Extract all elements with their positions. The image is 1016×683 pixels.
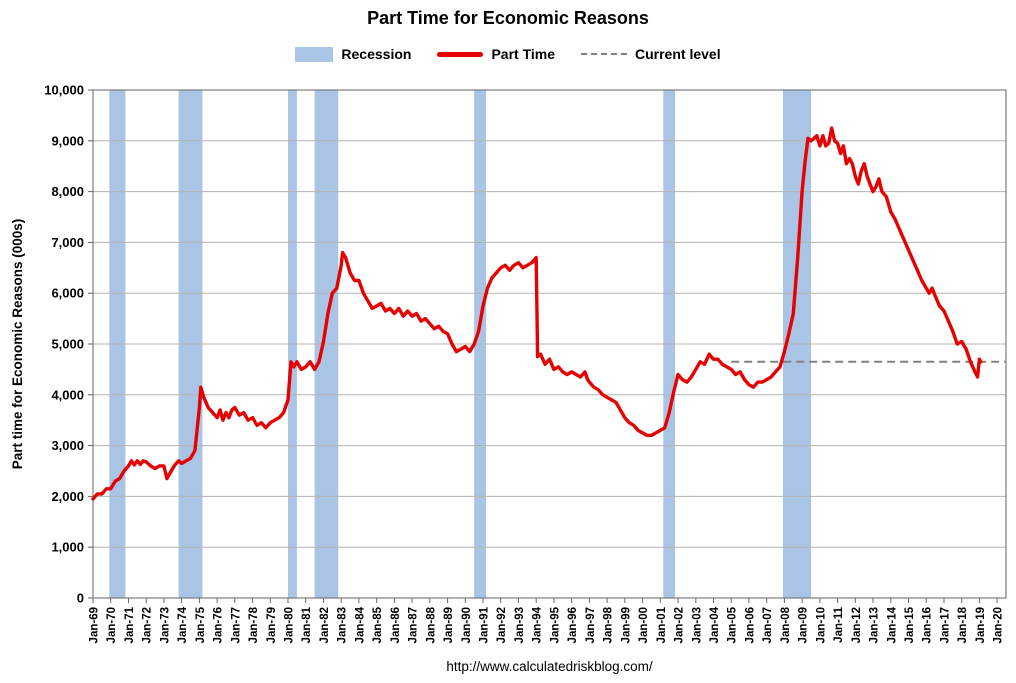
x-tick-label: Jan-73 [159,607,171,643]
legend-item-part-time: Part Time [437,46,555,62]
x-tick-label: Jan-02 [674,607,686,643]
x-tick-label: Jan-71 [124,606,136,643]
current-level-dash-icon [581,53,627,55]
x-tick-label: Jan-88 [425,606,437,643]
y-tick-label: 1,000 [51,540,84,555]
x-tick-label: Jan-06 [744,607,756,643]
recession-swatch-icon [295,46,334,62]
x-tick-label: Jan-97 [585,607,597,643]
x-tick-label: Jan-89 [443,607,455,643]
x-tick-label: Jan-94 [532,606,544,643]
y-tick-label: 9,000 [51,133,84,148]
x-tick-label: Jan-72 [142,607,154,643]
x-tick-label: Jan-98 [603,606,615,643]
legend-recession-label: Recession [341,46,412,62]
x-tick-label: Jan-08 [780,606,792,643]
x-tick-label: Jan-00 [638,607,650,643]
y-tick-label: 2,000 [51,489,84,504]
x-tick-label: Jan-87 [408,607,420,643]
x-tick-label: Jan-85 [372,606,384,643]
x-tick-label: Jan-74 [177,606,189,643]
x-tick-label: Jan-76 [213,607,225,643]
x-tick-label: Jan-05 [727,606,739,643]
x-tick-label: Jan-13 [869,607,881,643]
x-tick-label: Jan-03 [691,607,703,643]
y-tick-label: 10,000 [44,83,84,98]
x-tick-label: Jan-09 [798,607,810,643]
y-tick-label: 3,000 [51,438,84,453]
x-tick-label: Jan-16 [922,607,934,643]
x-tick-label: Jan-91 [479,606,491,643]
x-tick-label: Jan-92 [496,607,508,643]
part-time-line [91,126,983,501]
legend-item-current-level: Current level [581,46,721,62]
chart-legend: Recession Part Time Current level [0,46,1016,62]
source-url: http://www.calculatedriskblog.com/ [446,659,653,674]
y-tick-label: 0 [77,591,84,606]
y-tick-label: 4,000 [51,387,84,402]
x-tick-label: Jan-12 [851,607,863,643]
x-tick-label: Jan-82 [319,607,331,643]
x-tick-label: Jan-81 [301,606,313,643]
x-tick-label: Jan-93 [514,607,526,643]
x-tick-label: Jan-99 [620,607,632,643]
x-tick-label: Jan-17 [940,607,952,643]
x-tick-label: Jan-84 [354,606,366,643]
x-tick-label: Jan-80 [284,607,296,643]
x-tick-label: Jan-20 [993,607,1005,643]
x-tick-label: Jan-90 [461,607,473,643]
y-tick-label: 5,000 [51,337,84,352]
x-tick-label: Jan-75 [195,606,207,643]
legend-item-recession: Recession [295,46,411,62]
y-tick-label: 6,000 [51,286,84,301]
x-tick-label: Jan-10 [815,607,827,643]
x-tick-label: Jan-70 [106,607,118,643]
x-tick-label: Jan-83 [337,607,349,643]
y-axis-title: Part time for Economic Reasons (000s) [10,219,25,470]
part-time-line-icon [437,51,484,57]
y-tick-label: 8,000 [51,184,84,199]
x-tick-label: Jan-86 [390,607,402,643]
x-tick-label: Jan-78 [248,606,260,643]
legend-current-level-label: Current level [635,46,721,62]
y-tick-label: 7,000 [51,235,84,250]
x-tick-label: Jan-77 [230,607,242,643]
x-tick-label: Jan-79 [266,607,278,643]
x-tick-label: Jan-95 [549,606,561,643]
x-tick-label: Jan-01 [656,606,668,643]
x-tick-label: Jan-96 [567,607,579,643]
page-title: Part Time for Economic Reasons [367,8,649,28]
legend-part-time-label: Part Time [491,46,555,62]
x-tick-label: Jan-19 [975,607,987,643]
x-tick-label: Jan-11 [833,606,845,642]
x-tick-label: Jan-18 [957,606,969,643]
x-tick-label: Jan-15 [904,606,916,643]
x-tick-label: Jan-14 [886,606,898,643]
x-tick-label: Jan-04 [709,606,721,643]
x-tick-label: Jan-69 [89,607,101,643]
x-tick-label: Jan-07 [762,607,774,643]
